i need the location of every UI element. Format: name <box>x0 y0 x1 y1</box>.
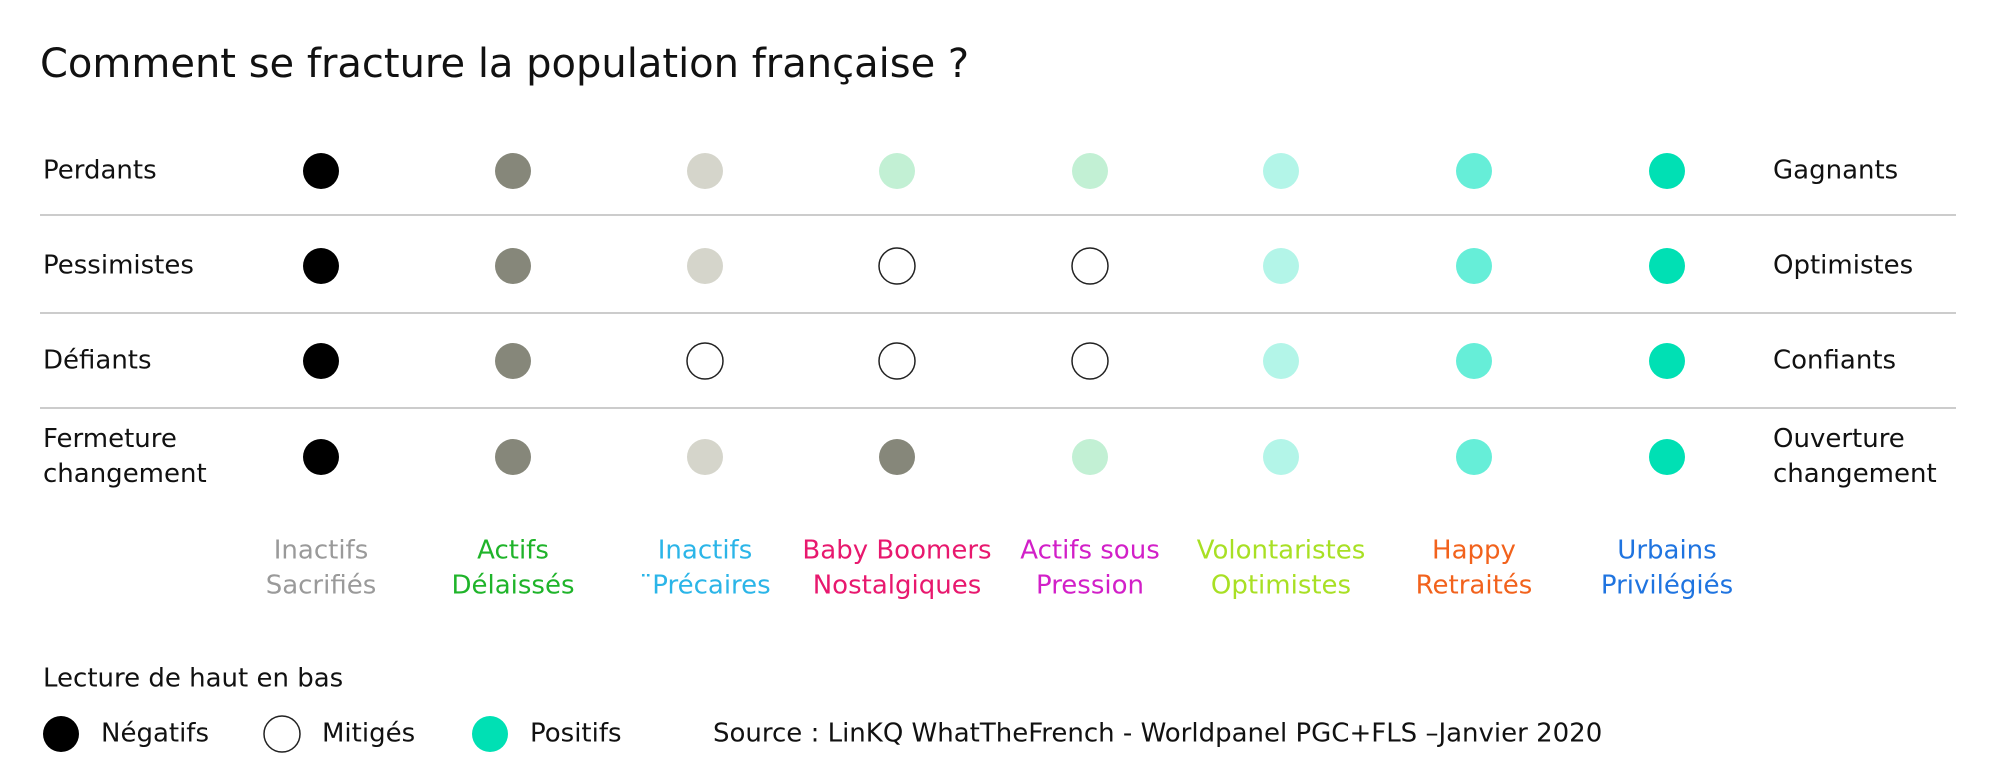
dot <box>1263 248 1299 284</box>
segment-label: Urbains <box>1617 536 1716 566</box>
dot <box>303 248 339 284</box>
row-left-label: Perdants <box>43 156 157 186</box>
source: Source : LinKQ WhatTheFrench - Worldpane… <box>713 719 1602 749</box>
legend-label: Négatifs <box>101 719 209 749</box>
dot <box>687 153 723 189</box>
dot <box>303 343 339 379</box>
dot <box>1456 248 1492 284</box>
dot <box>1456 153 1492 189</box>
legend-label: Mitigés <box>322 719 415 749</box>
dot <box>686 342 724 380</box>
segment-label: Privilégiés <box>1601 571 1733 601</box>
segment-label: Baby Boomers <box>802 536 991 566</box>
dot <box>1263 343 1299 379</box>
row-left-label: Défiants <box>43 346 152 376</box>
dot <box>495 248 531 284</box>
dot <box>1072 439 1108 475</box>
segment-label: Actifs sous <box>1020 536 1159 566</box>
title: Comment se fracture la population frança… <box>40 41 969 87</box>
segment-label: Actifs <box>477 536 549 566</box>
dot <box>1649 153 1685 189</box>
segment-label: ¨Précaires <box>639 571 770 601</box>
dot <box>303 439 339 475</box>
dot <box>878 342 916 380</box>
segment-label: Délaissés <box>451 571 574 601</box>
dot <box>878 247 916 285</box>
dot <box>687 439 723 475</box>
dot <box>1071 247 1109 285</box>
row-left-label: changement <box>43 459 207 489</box>
legend-dot <box>263 715 301 753</box>
dot <box>495 153 531 189</box>
row-right-label: changement <box>1773 459 1937 489</box>
dot <box>1456 439 1492 475</box>
dot <box>879 153 915 189</box>
segment-label: Optimistes <box>1211 571 1351 601</box>
dot <box>879 439 915 475</box>
legend-label: Positifs <box>530 719 622 749</box>
segment-label: Inactifs <box>658 536 753 566</box>
row-left-label: Fermeture <box>43 424 177 454</box>
segment-label: Retraités <box>1416 571 1533 601</box>
dot <box>1649 439 1685 475</box>
dot <box>687 248 723 284</box>
legend-dot <box>43 716 79 752</box>
segment-label: Happy <box>1432 536 1516 566</box>
dot <box>1456 343 1492 379</box>
dot <box>495 343 531 379</box>
dot <box>495 439 531 475</box>
row-left-label: Pessimistes <box>43 251 194 281</box>
row-right-label: Gagnants <box>1773 156 1898 186</box>
segment-label: Volontaristes <box>1197 536 1366 566</box>
dot <box>1263 439 1299 475</box>
row-right-label: Optimistes <box>1773 251 1913 281</box>
dot <box>1263 153 1299 189</box>
segment-label: Sacrifiés <box>266 571 377 601</box>
row-right-label: Confiants <box>1773 346 1896 376</box>
dot <box>303 153 339 189</box>
legend-dot <box>472 716 508 752</box>
legend-heading: Lecture de haut en bas <box>43 664 343 694</box>
segment-label: Nostalgiques <box>813 571 982 601</box>
row-right-label: Ouverture <box>1773 424 1905 454</box>
dot <box>1649 343 1685 379</box>
dot <box>1649 248 1685 284</box>
segment-label: Inactifs <box>274 536 369 566</box>
segment-label: Pression <box>1036 571 1144 601</box>
dot <box>1072 153 1108 189</box>
dot <box>1071 342 1109 380</box>
